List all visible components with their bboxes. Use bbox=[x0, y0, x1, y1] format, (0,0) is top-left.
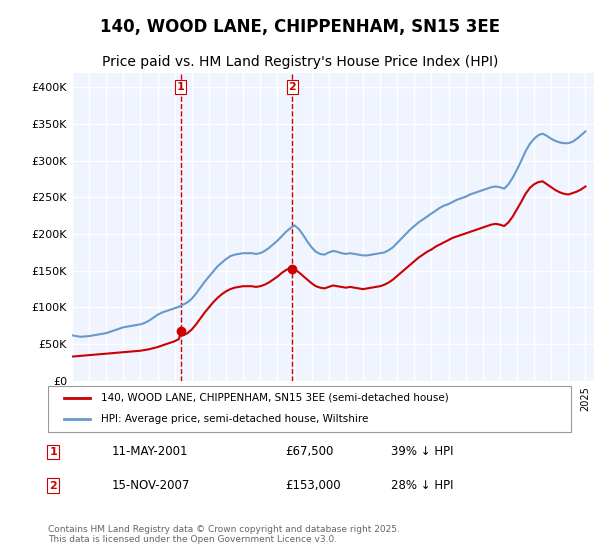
FancyBboxPatch shape bbox=[48, 386, 571, 432]
Text: 1: 1 bbox=[177, 82, 185, 92]
Text: 15-NOV-2007: 15-NOV-2007 bbox=[112, 479, 190, 492]
Text: Contains HM Land Registry data © Crown copyright and database right 2025.
This d: Contains HM Land Registry data © Crown c… bbox=[48, 525, 400, 544]
Text: 28% ↓ HPI: 28% ↓ HPI bbox=[391, 479, 454, 492]
Text: 2: 2 bbox=[49, 480, 57, 491]
Text: 1: 1 bbox=[49, 447, 57, 457]
Text: £67,500: £67,500 bbox=[286, 445, 334, 459]
Text: Price paid vs. HM Land Registry's House Price Index (HPI): Price paid vs. HM Land Registry's House … bbox=[102, 55, 498, 69]
Text: 140, WOOD LANE, CHIPPENHAM, SN15 3EE (semi-detached house): 140, WOOD LANE, CHIPPENHAM, SN15 3EE (se… bbox=[101, 393, 449, 403]
Text: 140, WOOD LANE, CHIPPENHAM, SN15 3EE: 140, WOOD LANE, CHIPPENHAM, SN15 3EE bbox=[100, 18, 500, 36]
Text: HPI: Average price, semi-detached house, Wiltshire: HPI: Average price, semi-detached house,… bbox=[101, 414, 368, 424]
Text: £153,000: £153,000 bbox=[286, 479, 341, 492]
Text: 2: 2 bbox=[289, 82, 296, 92]
Text: 39% ↓ HPI: 39% ↓ HPI bbox=[391, 445, 454, 459]
Text: 11-MAY-2001: 11-MAY-2001 bbox=[112, 445, 188, 459]
